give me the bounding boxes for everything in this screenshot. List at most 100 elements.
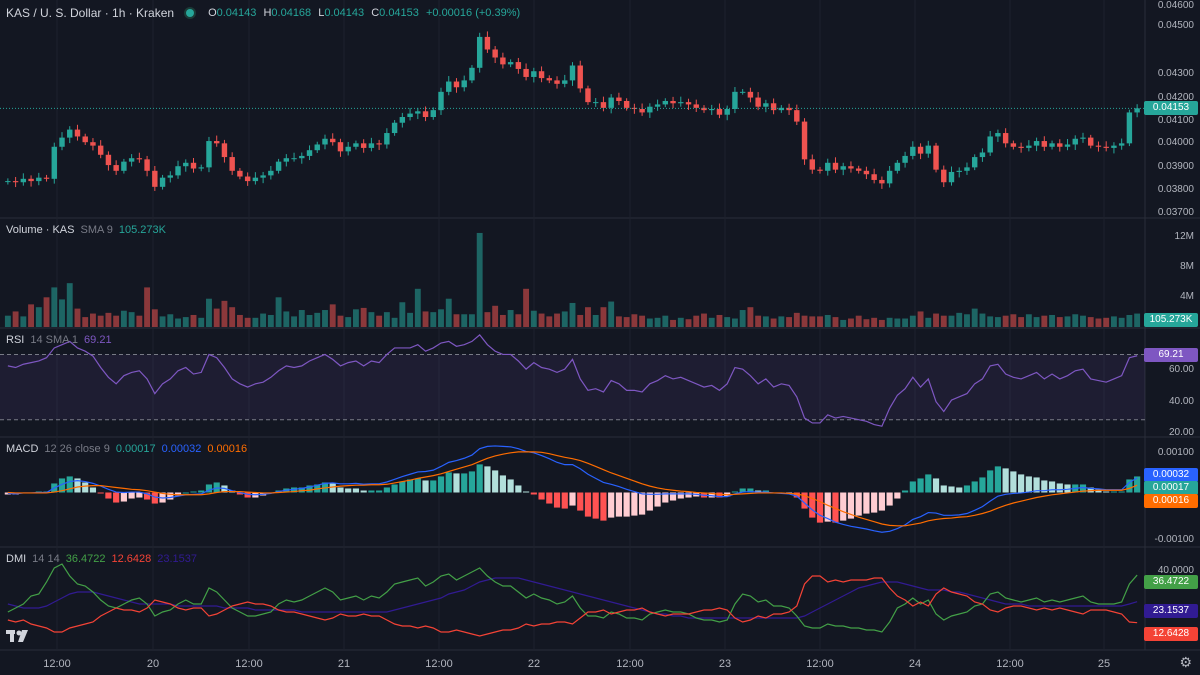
macd-histogram-bar — [592, 492, 599, 519]
volume-bar — [144, 287, 151, 327]
volume-bar — [902, 318, 909, 327]
ohlc-values: O0.04143 H0.04168 L0.04143 C0.04153 +0.0… — [208, 7, 521, 19]
macd-histogram-bar — [105, 492, 112, 499]
candle-body — [368, 143, 375, 148]
price-axis-label: 0.04500 — [1157, 20, 1194, 31]
macd-histogram-bar — [1087, 487, 1094, 493]
dmi-params: 14 14 — [32, 553, 60, 565]
candle-body — [786, 107, 792, 111]
macd-axis-label: 0.00100 — [1157, 447, 1194, 458]
symbol-title[interactable]: KAS / U. S. Dollar · 1h · Kraken — [6, 6, 175, 20]
volume-bar — [51, 287, 58, 327]
macd-histogram-bar — [932, 478, 940, 493]
volume-bar — [120, 310, 127, 327]
macd-histogram-bar — [1103, 491, 1110, 493]
volume-bar — [4, 315, 11, 327]
volume-bar — [1126, 314, 1133, 327]
volume-bar — [422, 311, 429, 327]
volume-bar — [484, 312, 491, 327]
volume-bar — [994, 317, 1001, 327]
macd-histogram-bar — [1041, 480, 1048, 493]
rsi-axis-label: 40.00 — [1168, 396, 1194, 407]
candle-body — [322, 138, 328, 145]
macd-histogram-bar — [608, 492, 615, 518]
volume-bar — [283, 311, 290, 327]
volume-bar — [554, 313, 560, 327]
volume-bar — [693, 315, 700, 327]
volume-bar — [20, 316, 27, 327]
macd-histogram-bar — [894, 492, 901, 499]
volume-bar — [762, 316, 769, 327]
macd-histogram-bar — [809, 492, 816, 518]
candle-body — [569, 65, 576, 81]
volume-bar — [291, 316, 297, 327]
dmi-legend[interactable]: DMI 14 14 36.4722 12.6428 23.1537 — [6, 553, 197, 565]
rsi-legend[interactable]: RSI 14 SMA 1 69.21 — [6, 334, 112, 346]
volume-bar — [770, 318, 777, 327]
volume-bar — [136, 315, 143, 327]
macd-histogram-bar — [236, 492, 244, 495]
price-axis-label: 0.04100 — [1157, 115, 1194, 126]
volume-bar — [646, 318, 653, 327]
macd-histogram-bar — [847, 492, 855, 519]
volume-bar — [1080, 315, 1086, 327]
macd-histogram-bar — [58, 478, 66, 493]
volume-bar — [1064, 316, 1071, 327]
volume-bar — [592, 314, 599, 327]
volume-bar — [863, 319, 870, 327]
macd-legend[interactable]: MACD 12 26 close 9 0.00017 0.00032 0.000… — [6, 443, 247, 455]
rsi-params: 14 SMA 1 — [30, 334, 79, 346]
candle-body — [469, 67, 475, 81]
candle-body — [291, 158, 297, 160]
macd-histogram-bar — [290, 487, 298, 493]
volume-legend[interactable]: Volume · KAS SMA 9 105.273K — [6, 224, 166, 236]
volume-bar — [546, 316, 553, 327]
market-status-icon[interactable] — [186, 9, 195, 17]
volume-bar — [654, 317, 661, 327]
time-axis-label: 12:00 — [616, 658, 644, 670]
macd-histogram-bar — [909, 481, 916, 493]
volume-bar — [1002, 315, 1009, 327]
macd-histogram-bar — [244, 492, 251, 498]
candle-body — [956, 170, 962, 172]
macd-hist-tag: 0.00017 — [1144, 481, 1198, 495]
volume-bar — [933, 313, 939, 327]
candle-body — [678, 102, 684, 104]
macd-histogram-bar — [863, 492, 870, 514]
macd-histogram-bar — [840, 492, 847, 521]
macd-histogram-bar — [1095, 489, 1102, 493]
macd-histogram-bar — [461, 473, 468, 493]
volume-bar — [190, 314, 197, 327]
volume-axis-label: 8M — [1180, 261, 1194, 272]
volume-bar — [221, 300, 228, 327]
volume-bar — [476, 232, 483, 327]
macd-histogram-bar — [824, 492, 831, 522]
volume-bar — [840, 319, 847, 327]
settings-gear-icon[interactable]: ⚙ — [1179, 654, 1192, 670]
volume-bar — [708, 317, 715, 327]
time-axis-label: 21 — [337, 658, 351, 670]
macd-histogram-bar — [337, 487, 344, 493]
macd-histogram-bar — [167, 492, 174, 500]
macd-signal-line — [7, 451, 1138, 527]
candle-body — [685, 102, 692, 105]
macd-histogram-bar — [956, 487, 963, 493]
tradingview-logo-icon[interactable] — [6, 628, 34, 648]
macd-histogram-bar — [522, 491, 530, 493]
price-axis-label: 0.03900 — [1157, 161, 1194, 172]
volume-bar — [306, 314, 313, 327]
time-axis-label: 12:00 — [806, 658, 834, 670]
time-axis-label: 25 — [1097, 658, 1111, 670]
volume-bar — [1018, 317, 1025, 327]
candle-body — [840, 166, 846, 170]
volume-bar — [275, 297, 282, 327]
macd-histogram-bar — [74, 478, 81, 493]
macd-histogram-bar — [600, 492, 607, 521]
volume-bar — [206, 298, 212, 327]
candle-body — [515, 62, 522, 69]
macd-histogram-bar — [190, 491, 197, 493]
macd-histogram-bar — [623, 492, 630, 517]
candle-body — [1111, 145, 1117, 148]
macd-histogram-bar — [1126, 479, 1133, 493]
